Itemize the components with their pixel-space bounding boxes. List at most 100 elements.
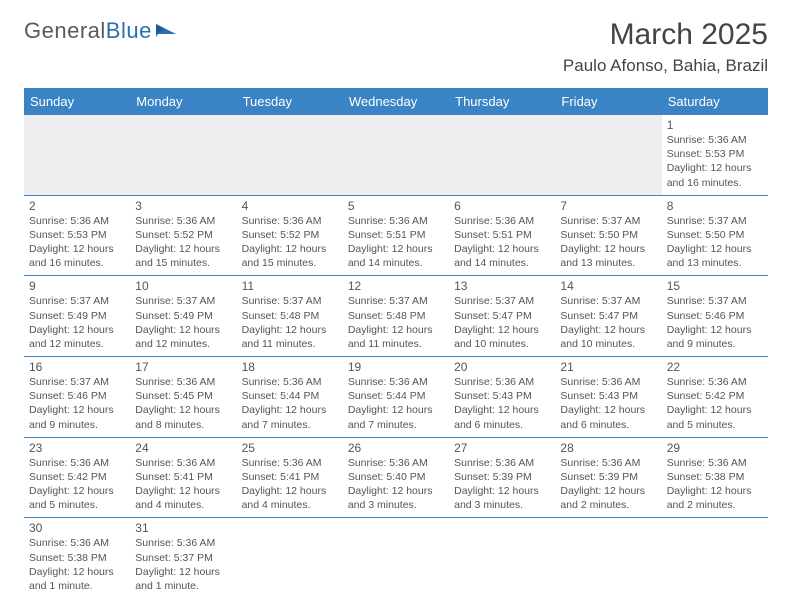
day-number: 25 [242, 441, 338, 455]
day-header: Thursday [449, 88, 555, 115]
day-info: Sunrise: 5:37 AMSunset: 5:50 PMDaylight:… [560, 214, 656, 271]
day-cell: 13Sunrise: 5:37 AMSunset: 5:47 PMDayligh… [449, 276, 555, 357]
day-number: 18 [242, 360, 338, 374]
calendar-row: 1Sunrise: 5:36 AMSunset: 5:53 PMDaylight… [24, 115, 768, 195]
day-cell: 28Sunrise: 5:36 AMSunset: 5:39 PMDayligh… [555, 437, 661, 518]
day-info: Sunrise: 5:37 AMSunset: 5:48 PMDaylight:… [348, 294, 444, 351]
day-cell: 15Sunrise: 5:37 AMSunset: 5:46 PMDayligh… [662, 276, 768, 357]
month-title: March 2025 [563, 18, 768, 52]
day-number: 11 [242, 279, 338, 293]
day-header: Saturday [662, 88, 768, 115]
calendar-body: 1Sunrise: 5:36 AMSunset: 5:53 PMDaylight… [24, 115, 768, 598]
day-number: 10 [135, 279, 231, 293]
day-cell: 12Sunrise: 5:37 AMSunset: 5:48 PMDayligh… [343, 276, 449, 357]
day-cell: 9Sunrise: 5:37 AMSunset: 5:49 PMDaylight… [24, 276, 130, 357]
day-number: 16 [29, 360, 125, 374]
day-number: 21 [560, 360, 656, 374]
day-header: Monday [130, 88, 236, 115]
day-number: 14 [560, 279, 656, 293]
calendar-row: 30Sunrise: 5:36 AMSunset: 5:38 PMDayligh… [24, 518, 768, 598]
day-cell: 5Sunrise: 5:36 AMSunset: 5:51 PMDaylight… [343, 195, 449, 276]
day-cell: 16Sunrise: 5:37 AMSunset: 5:46 PMDayligh… [24, 357, 130, 438]
day-header: Wednesday [343, 88, 449, 115]
day-info: Sunrise: 5:36 AMSunset: 5:37 PMDaylight:… [135, 536, 231, 593]
day-cell: 1Sunrise: 5:36 AMSunset: 5:53 PMDaylight… [662, 115, 768, 195]
day-number: 30 [29, 521, 125, 535]
day-info: Sunrise: 5:36 AMSunset: 5:52 PMDaylight:… [135, 214, 231, 271]
day-number: 31 [135, 521, 231, 535]
title-block: March 2025 Paulo Afonso, Bahia, Brazil [563, 18, 768, 76]
day-number: 20 [454, 360, 550, 374]
day-cell: 6Sunrise: 5:36 AMSunset: 5:51 PMDaylight… [449, 195, 555, 276]
day-info: Sunrise: 5:36 AMSunset: 5:38 PMDaylight:… [29, 536, 125, 593]
day-info: Sunrise: 5:36 AMSunset: 5:40 PMDaylight:… [348, 456, 444, 513]
day-info: Sunrise: 5:36 AMSunset: 5:43 PMDaylight:… [454, 375, 550, 432]
day-info: Sunrise: 5:36 AMSunset: 5:39 PMDaylight:… [560, 456, 656, 513]
day-info: Sunrise: 5:36 AMSunset: 5:45 PMDaylight:… [135, 375, 231, 432]
day-info: Sunrise: 5:37 AMSunset: 5:48 PMDaylight:… [242, 294, 338, 351]
day-number: 12 [348, 279, 444, 293]
calendar-row: 9Sunrise: 5:37 AMSunset: 5:49 PMDaylight… [24, 276, 768, 357]
day-header: Tuesday [237, 88, 343, 115]
day-number: 22 [667, 360, 763, 374]
day-info: Sunrise: 5:36 AMSunset: 5:51 PMDaylight:… [454, 214, 550, 271]
empty-cell [555, 518, 661, 598]
day-cell: 8Sunrise: 5:37 AMSunset: 5:50 PMDaylight… [662, 195, 768, 276]
empty-cell [24, 115, 130, 195]
day-info: Sunrise: 5:36 AMSunset: 5:38 PMDaylight:… [667, 456, 763, 513]
day-number: 23 [29, 441, 125, 455]
location: Paulo Afonso, Bahia, Brazil [563, 56, 768, 76]
day-info: Sunrise: 5:36 AMSunset: 5:53 PMDaylight:… [667, 133, 763, 190]
day-number: 4 [242, 199, 338, 213]
day-cell: 19Sunrise: 5:36 AMSunset: 5:44 PMDayligh… [343, 357, 449, 438]
day-info: Sunrise: 5:36 AMSunset: 5:44 PMDaylight:… [242, 375, 338, 432]
logo: GeneralBlue [24, 18, 180, 45]
day-cell: 10Sunrise: 5:37 AMSunset: 5:49 PMDayligh… [130, 276, 236, 357]
day-cell: 30Sunrise: 5:36 AMSunset: 5:38 PMDayligh… [24, 518, 130, 598]
empty-cell [662, 518, 768, 598]
day-cell: 29Sunrise: 5:36 AMSunset: 5:38 PMDayligh… [662, 437, 768, 518]
day-cell: 7Sunrise: 5:37 AMSunset: 5:50 PMDaylight… [555, 195, 661, 276]
day-number: 7 [560, 199, 656, 213]
calendar-head: SundayMondayTuesdayWednesdayThursdayFrid… [24, 88, 768, 115]
day-info: Sunrise: 5:36 AMSunset: 5:53 PMDaylight:… [29, 214, 125, 271]
day-header: Friday [555, 88, 661, 115]
day-info: Sunrise: 5:37 AMSunset: 5:47 PMDaylight:… [560, 294, 656, 351]
day-info: Sunrise: 5:37 AMSunset: 5:46 PMDaylight:… [29, 375, 125, 432]
day-number: 1 [667, 118, 763, 132]
logo-text-general: General [24, 18, 106, 44]
day-info: Sunrise: 5:36 AMSunset: 5:41 PMDaylight:… [242, 456, 338, 513]
day-cell: 20Sunrise: 5:36 AMSunset: 5:43 PMDayligh… [449, 357, 555, 438]
day-info: Sunrise: 5:37 AMSunset: 5:46 PMDaylight:… [667, 294, 763, 351]
day-info: Sunrise: 5:36 AMSunset: 5:39 PMDaylight:… [454, 456, 550, 513]
calendar-row: 16Sunrise: 5:37 AMSunset: 5:46 PMDayligh… [24, 357, 768, 438]
day-number: 6 [454, 199, 550, 213]
empty-cell [343, 115, 449, 195]
day-number: 28 [560, 441, 656, 455]
day-cell: 25Sunrise: 5:36 AMSunset: 5:41 PMDayligh… [237, 437, 343, 518]
day-cell: 21Sunrise: 5:36 AMSunset: 5:43 PMDayligh… [555, 357, 661, 438]
day-info: Sunrise: 5:36 AMSunset: 5:43 PMDaylight:… [560, 375, 656, 432]
day-number: 8 [667, 199, 763, 213]
day-number: 27 [454, 441, 550, 455]
day-cell: 23Sunrise: 5:36 AMSunset: 5:42 PMDayligh… [24, 437, 130, 518]
day-number: 2 [29, 199, 125, 213]
day-cell: 3Sunrise: 5:36 AMSunset: 5:52 PMDaylight… [130, 195, 236, 276]
empty-cell [449, 115, 555, 195]
day-cell: 22Sunrise: 5:36 AMSunset: 5:42 PMDayligh… [662, 357, 768, 438]
day-number: 5 [348, 199, 444, 213]
day-number: 24 [135, 441, 231, 455]
calendar-table: SundayMondayTuesdayWednesdayThursdayFrid… [24, 88, 768, 598]
empty-cell [130, 115, 236, 195]
day-number: 17 [135, 360, 231, 374]
empty-cell [449, 518, 555, 598]
day-number: 3 [135, 199, 231, 213]
empty-cell [237, 115, 343, 195]
day-info: Sunrise: 5:36 AMSunset: 5:44 PMDaylight:… [348, 375, 444, 432]
empty-cell [555, 115, 661, 195]
calendar-row: 23Sunrise: 5:36 AMSunset: 5:42 PMDayligh… [24, 437, 768, 518]
day-info: Sunrise: 5:36 AMSunset: 5:41 PMDaylight:… [135, 456, 231, 513]
flag-icon [154, 22, 180, 45]
day-cell: 18Sunrise: 5:36 AMSunset: 5:44 PMDayligh… [237, 357, 343, 438]
day-cell: 27Sunrise: 5:36 AMSunset: 5:39 PMDayligh… [449, 437, 555, 518]
